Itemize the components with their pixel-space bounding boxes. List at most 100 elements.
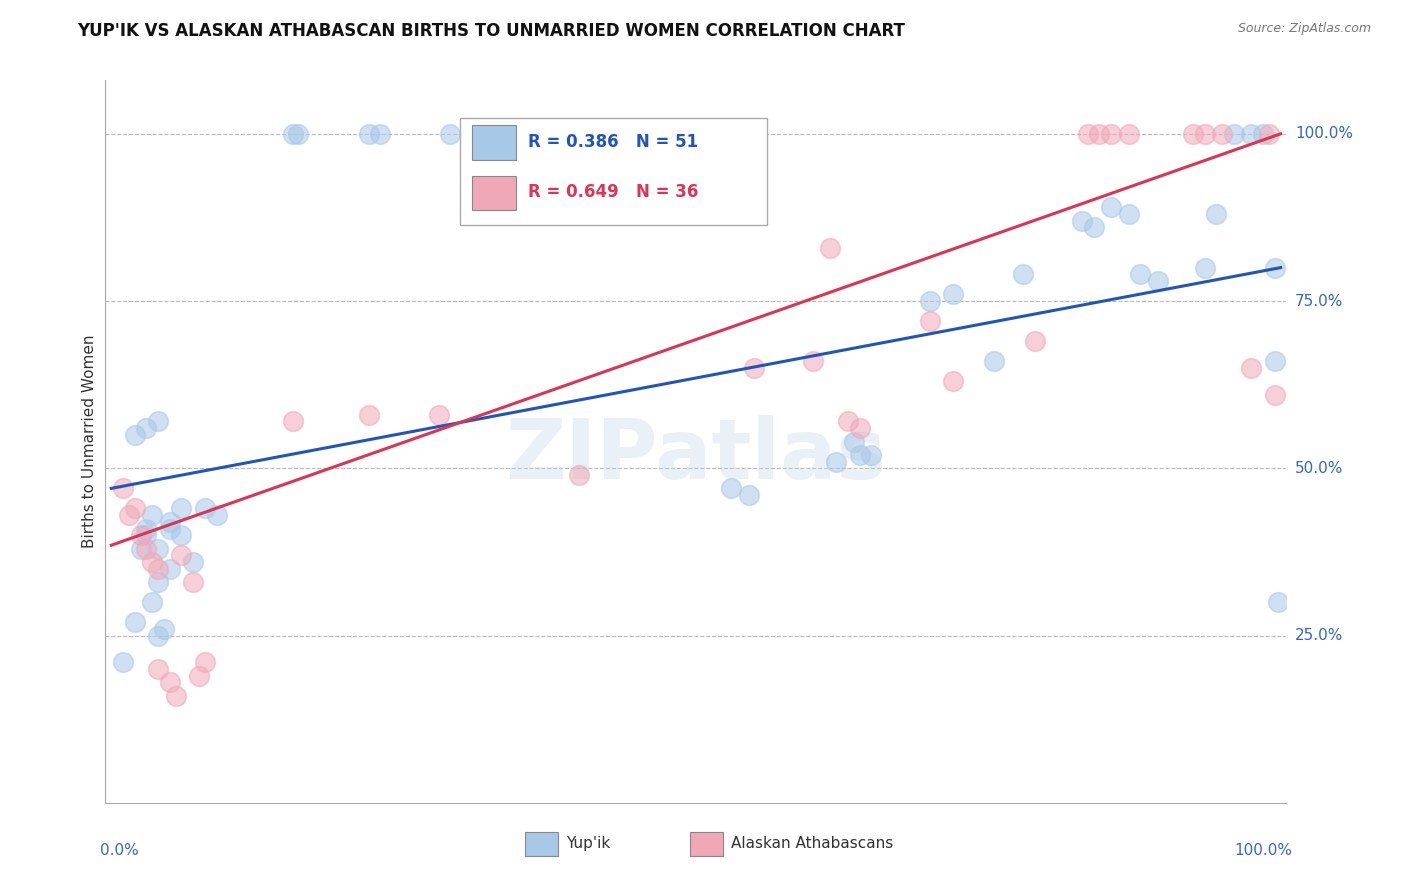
Point (118, 508, 141, 523)
Point (1223, 127, 1246, 141)
Point (146, 562, 169, 576)
Y-axis label: Births to Unmarried Women: Births to Unmarried Women (82, 334, 97, 549)
Point (141, 555, 163, 569)
Point (129, 528, 152, 542)
Point (737, 488, 759, 502)
Point (146, 541, 169, 556)
Point (801, 354, 824, 368)
Point (181, 555, 204, 569)
Point (159, 515, 181, 529)
Point (170, 501, 193, 516)
FancyBboxPatch shape (460, 118, 766, 225)
Point (135, 521, 157, 535)
Point (146, 575, 169, 590)
Point (1205, 207, 1227, 221)
Point (146, 628, 169, 642)
Point (287, 127, 309, 141)
Point (1099, 127, 1122, 141)
Point (146, 414, 169, 429)
Point (1267, 595, 1289, 609)
Point (1012, 268, 1035, 282)
Point (124, 427, 146, 442)
Text: 75.0%: 75.0% (1295, 293, 1343, 309)
Point (1024, 334, 1046, 349)
Point (153, 622, 176, 636)
Point (1118, 207, 1140, 221)
Point (1258, 127, 1281, 141)
Point (1264, 387, 1286, 401)
Point (720, 482, 742, 496)
Point (124, 615, 146, 630)
Point (188, 669, 211, 683)
Text: Alaskan Athabascans: Alaskan Athabascans (731, 837, 894, 852)
Text: 25.0%: 25.0% (1295, 628, 1343, 643)
Point (1083, 220, 1105, 235)
Text: Source: ZipAtlas.com: Source: ZipAtlas.com (1237, 22, 1371, 36)
Point (141, 508, 163, 523)
Point (1264, 260, 1286, 275)
Point (568, 467, 591, 482)
Point (281, 127, 304, 141)
Point (135, 528, 157, 542)
Text: 50.0%: 50.0% (1295, 461, 1343, 475)
Text: 100.0%: 100.0% (1234, 843, 1292, 857)
Point (146, 662, 169, 676)
Point (159, 562, 181, 576)
Point (1240, 127, 1263, 141)
Point (135, 541, 157, 556)
Point (170, 528, 193, 542)
Point (165, 689, 187, 703)
Point (159, 675, 181, 690)
Point (1264, 354, 1286, 368)
Point (1251, 127, 1274, 141)
Point (357, 127, 380, 141)
Text: YUP'IK VS ALASKAN ATHABASCAN BIRTHS TO UNMARRIED WOMEN CORRELATION CHART: YUP'IK VS ALASKAN ATHABASCAN BIRTHS TO U… (77, 22, 905, 40)
Point (848, 421, 870, 435)
Point (159, 521, 181, 535)
Text: R = 0.649   N = 36: R = 0.649 N = 36 (529, 183, 699, 202)
Point (181, 575, 204, 590)
Point (1147, 274, 1170, 288)
Point (1194, 127, 1216, 141)
Point (1088, 127, 1111, 141)
Point (1194, 260, 1216, 275)
Point (1077, 127, 1099, 141)
Point (1240, 361, 1263, 376)
Point (1129, 268, 1152, 282)
Point (111, 482, 134, 496)
Point (357, 408, 380, 422)
Point (111, 655, 134, 669)
Point (170, 548, 193, 563)
Point (820, 241, 842, 255)
FancyBboxPatch shape (524, 832, 558, 855)
Point (1181, 127, 1204, 141)
Point (368, 127, 391, 141)
Point (860, 448, 883, 462)
Point (1211, 127, 1233, 141)
Point (1070, 214, 1092, 228)
FancyBboxPatch shape (690, 832, 723, 855)
Point (194, 655, 217, 669)
Point (124, 501, 146, 516)
Point (918, 314, 941, 328)
Point (918, 294, 941, 309)
Point (942, 287, 965, 301)
Point (837, 414, 859, 429)
Point (1118, 127, 1140, 141)
Text: ZIPatlas: ZIPatlas (506, 416, 886, 497)
Point (129, 541, 152, 556)
Point (942, 375, 965, 389)
Point (141, 595, 163, 609)
Point (1099, 201, 1122, 215)
Text: Yup'ik: Yup'ik (567, 837, 610, 852)
Point (205, 508, 228, 523)
Point (281, 414, 304, 429)
Point (825, 455, 848, 469)
Point (439, 127, 461, 141)
Point (983, 354, 1005, 368)
Point (194, 501, 217, 516)
Text: 100.0%: 100.0% (1295, 127, 1353, 141)
Point (744, 361, 766, 376)
FancyBboxPatch shape (471, 176, 516, 211)
FancyBboxPatch shape (471, 125, 516, 160)
